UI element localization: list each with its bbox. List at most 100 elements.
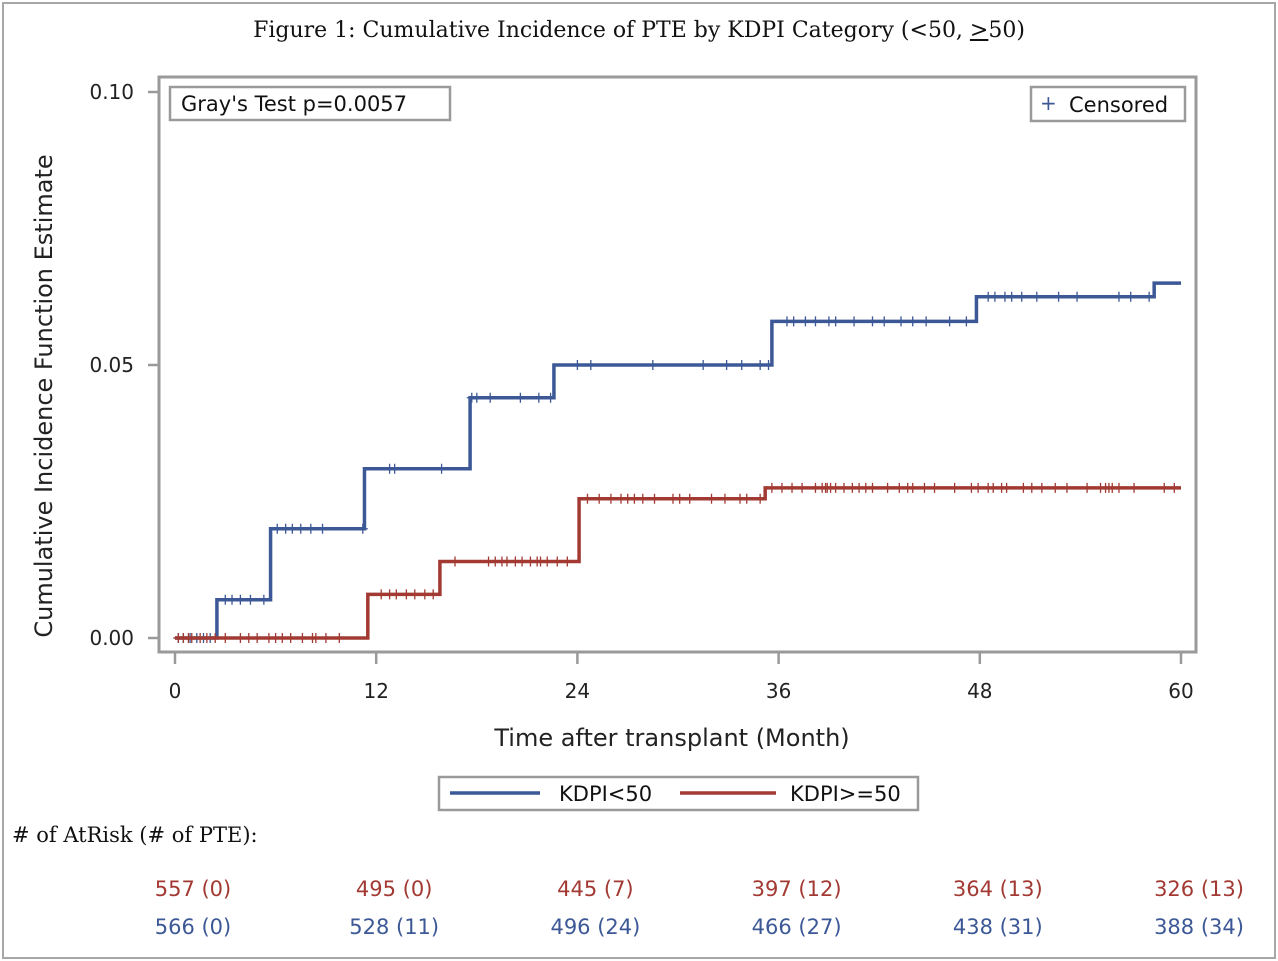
censored-mark xyxy=(272,523,283,534)
censored-mark xyxy=(830,482,841,493)
censored-mark xyxy=(295,523,306,534)
x-axis-label: Time after transplant (Month) xyxy=(493,724,849,752)
censored-mark xyxy=(317,523,328,534)
risk-cell-kdpi-lt50: 438 (31) xyxy=(952,915,1043,939)
censored-mark xyxy=(800,316,811,327)
censored-mark xyxy=(545,392,556,403)
censored-mark xyxy=(552,556,563,567)
censored-mark xyxy=(277,633,288,643)
censored-mark xyxy=(1001,482,1012,493)
censored-mark xyxy=(674,493,685,504)
censored-mark xyxy=(867,482,878,493)
y-tick-label: 0.05 xyxy=(89,353,134,377)
y-tick-label: 0.00 xyxy=(89,626,134,650)
censored-mark xyxy=(450,556,461,567)
censored-mark xyxy=(1072,291,1083,302)
censored-mark xyxy=(401,589,412,600)
chart-title: Figure 1: Cumulative Incidence of PTE by… xyxy=(0,18,1278,43)
censored-mark xyxy=(867,316,878,327)
censored-mark xyxy=(879,316,890,327)
censored-mark xyxy=(562,556,573,567)
censored-mark xyxy=(944,316,955,327)
censored-mark xyxy=(515,392,526,403)
risk-cell-kdpi-lt50: 466 (27) xyxy=(751,915,842,939)
risk-cell-kdpi-ge50: 557 (0) xyxy=(154,877,232,901)
censored-mark xyxy=(797,482,808,493)
censored-mark xyxy=(357,523,368,534)
risk-cell-kdpi-lt50: 566 (0) xyxy=(154,915,232,939)
censored-mark xyxy=(949,482,960,493)
censored-mark xyxy=(882,482,893,493)
series-legend: KDPI<50 KDPI>=50 xyxy=(437,775,920,812)
risk-cell-kdpi-lt50: 528 (11) xyxy=(349,915,440,939)
risk-cell-kdpi-ge50: 326 (13) xyxy=(1154,877,1244,901)
x-tick-label: 48 xyxy=(967,679,992,703)
censored-mark xyxy=(471,392,482,403)
censored-mark xyxy=(698,360,709,370)
censored-mark xyxy=(1082,482,1093,493)
censored-mark xyxy=(755,360,766,370)
legend-label-kdpi-lt50: KDPI<50 xyxy=(559,782,652,806)
legend-label-kdpi-ge50: KDPI>=50 xyxy=(790,782,901,806)
censored-mark xyxy=(572,360,583,370)
censored-mark xyxy=(961,316,972,327)
censored-mark xyxy=(252,633,263,643)
censored-mark xyxy=(629,493,640,504)
censored-mark xyxy=(830,316,841,327)
censored-mark xyxy=(501,556,512,567)
censored-mark xyxy=(585,360,596,370)
censored-mark xyxy=(1050,482,1061,493)
risk-cell-kdpi-ge50: 495 (0) xyxy=(355,877,433,901)
risk-cell-kdpi-lt50: 496 (24) xyxy=(550,915,641,939)
risk-table-header: # of AtRisk (# of PTE): xyxy=(12,823,258,847)
risk-cell-kdpi-lt50: 388 (34) xyxy=(1154,915,1244,939)
censored-legend: + Censored xyxy=(1029,85,1187,123)
censored-mark xyxy=(1144,291,1155,302)
censored-mark xyxy=(988,482,999,493)
title-prefix: Figure 1: Cumulative Incidence of PTE by… xyxy=(253,18,970,43)
censored-mark xyxy=(1169,482,1180,493)
x-tick-label: 0 xyxy=(169,679,182,703)
censored-label: Censored xyxy=(1069,93,1168,117)
censored-mark xyxy=(605,493,616,504)
risk-cell-kdpi-ge50: 364 (13) xyxy=(952,877,1043,901)
censored-mark xyxy=(210,633,221,643)
censored-mark xyxy=(305,523,316,534)
censored-mark xyxy=(419,589,430,600)
censored-plus-icon: + xyxy=(1040,91,1057,115)
censored-mark xyxy=(741,493,752,504)
censored-mark xyxy=(919,482,930,493)
x-tick-label: 36 xyxy=(766,679,791,703)
censored-mark xyxy=(285,633,296,643)
censored-mark xyxy=(649,493,660,504)
censored-mark xyxy=(220,633,231,643)
censored-mark xyxy=(1031,291,1042,302)
censored-mark xyxy=(684,493,695,504)
censored-mark xyxy=(1061,482,1072,493)
censored-mark xyxy=(533,392,544,403)
censored-mark xyxy=(810,316,821,327)
censored-mark xyxy=(594,493,605,504)
censored-mark xyxy=(647,360,658,370)
censored-mark xyxy=(755,493,766,504)
censored-mark xyxy=(929,482,940,493)
censored-mark xyxy=(235,594,246,605)
censored-mark xyxy=(436,463,447,474)
censored-mark xyxy=(776,482,787,493)
censored-mark xyxy=(428,589,439,600)
censored-mark xyxy=(788,316,799,327)
censored-mark xyxy=(1036,482,1047,493)
censored-mark xyxy=(297,633,308,643)
censored-mark xyxy=(736,360,747,370)
censored-mark xyxy=(582,493,593,504)
title-suffix: 50) xyxy=(988,18,1025,43)
censored-mark xyxy=(763,360,774,370)
censored-mark xyxy=(907,482,918,493)
censored-mark xyxy=(1125,291,1136,302)
censored-mark xyxy=(320,633,331,643)
censored-mark xyxy=(1026,482,1037,493)
censored-mark xyxy=(706,493,717,504)
censored-mark xyxy=(907,316,918,327)
censored-mark xyxy=(258,594,269,605)
